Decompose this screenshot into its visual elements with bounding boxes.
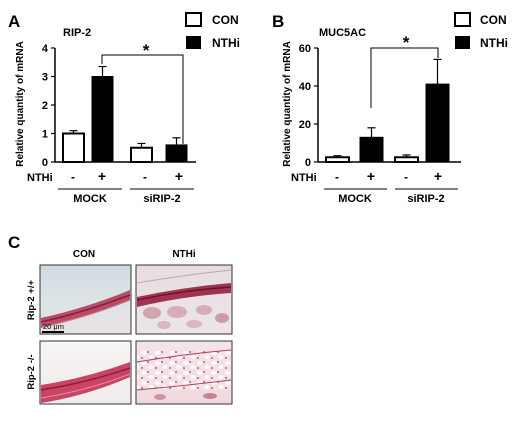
scale-bar-label: 20 μm — [43, 322, 64, 331]
panel-a-bar — [62, 132, 85, 163]
histology-column-nthi: NTHi — [172, 249, 196, 260]
panel-b-group-mock: MOCK — [338, 193, 372, 205]
panel-b-bars — [325, 83, 450, 163]
panel-b-significance-star: * — [403, 33, 410, 52]
panel-b-y-tick-label: 20 — [299, 119, 311, 131]
panel-c: C CON NTHi Rip-2 +/+ Rip-2 -/- — [8, 233, 233, 405]
panel-b-sign-2: + — [367, 168, 375, 184]
legend-b-nthi-label: NTHi — [480, 36, 508, 50]
panel-a-y-tick-label: 2 — [42, 100, 48, 112]
micrograph-ko-nthi — [135, 340, 233, 405]
histology-row-wt: Rip-2 +/+ — [26, 279, 37, 320]
histology-column-con: CON — [73, 249, 95, 260]
panel-a-group-mock: MOCK — [73, 193, 107, 205]
panel-a-significance-star: * — [143, 41, 150, 60]
panel-b-group-sirip2: siRIP-2 — [407, 193, 444, 205]
panel-b-ylabel: Relative quantity of mRNA — [282, 41, 293, 167]
panel-a-bar — [91, 76, 114, 163]
micrograph-ko-con — [39, 340, 132, 405]
panel-b-y-tick-label: 60 — [299, 43, 311, 55]
panel-a-sign-3: - — [143, 170, 147, 184]
panel-b: B MUC5AC Relative quantity of mRNA 0 20 40… — [272, 12, 508, 205]
panel-b-significance: * — [370, 33, 439, 108]
panel-b-treatment-label: NTHi — [291, 172, 317, 184]
panel-b-label: B — [272, 12, 284, 31]
histology-row-ko: Rip-2 -/- — [26, 354, 37, 389]
panel-a-title: RIP-2 — [63, 27, 91, 39]
panel-a-y-tick-label: 1 — [42, 129, 48, 141]
panel-a-y-tick-label: 4 — [42, 43, 49, 55]
legend-nthi-swatch — [186, 36, 201, 49]
panel-b-error-bars — [333, 58, 442, 158]
panel-b-axes: 0 20 40 60 — [299, 43, 461, 169]
panel-a-y-tick-label: 0 — [42, 157, 48, 169]
panel-b-sign-3: - — [404, 170, 408, 184]
micrograph-wt-con — [39, 264, 132, 335]
panel-a-ylabel: Relative quantity of mRNA — [15, 41, 26, 167]
panel-a-bar — [165, 144, 188, 163]
panel-b-title: MUC5AC — [319, 27, 366, 39]
panel-a-label: A — [8, 12, 20, 31]
panel-a-sign-2: + — [98, 168, 106, 184]
legend-b-con-swatch — [454, 12, 471, 27]
panel-a-bars — [62, 76, 188, 163]
legend-b-con-label: CON — [480, 13, 507, 27]
panel-b-bar — [394, 156, 419, 163]
panel-c-label: C — [8, 233, 20, 252]
panel-b-bar — [325, 156, 350, 163]
panel-a-sign-4: + — [175, 168, 183, 184]
panel-b-bar — [359, 136, 384, 163]
panel-b-sign-4: + — [434, 168, 442, 184]
panel-b-y-tick-label: 40 — [299, 81, 311, 93]
legend-con-label: CON — [212, 13, 239, 27]
panel-b-bar — [425, 83, 450, 163]
panel-a-significance: * — [101, 41, 184, 144]
legend-con-swatch — [185, 12, 202, 27]
panel-b-y-tick-label: 0 — [305, 157, 311, 169]
micrograph-wt-nthi — [135, 264, 233, 335]
legend-b-nthi-swatch — [455, 36, 470, 49]
panel-a-y-tick-label: 3 — [42, 72, 48, 84]
panel-b-sign-1: - — [335, 170, 339, 184]
panel-a-error-bars — [69, 65, 181, 148]
legend-nthi-label: NTHi — [212, 36, 240, 50]
panel-a-sign-1: - — [71, 170, 75, 184]
panel-a-bar — [130, 146, 153, 163]
panel-a: A RIP-2 Relative quantity of mRNA 01234 … — [8, 12, 240, 205]
panel-a-group-sirip2: siRIP-2 — [143, 193, 180, 205]
panel-a-treatment-label: NTHi — [27, 172, 53, 184]
